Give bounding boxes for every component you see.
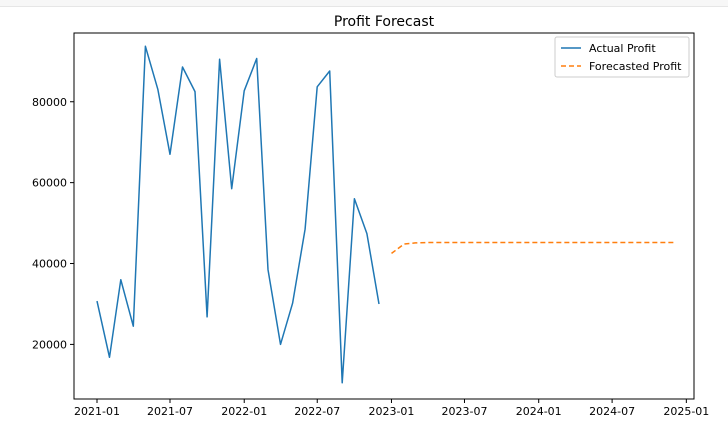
series-line-forecasted-profit xyxy=(391,241,674,255)
x-tick-label: 2024-01 xyxy=(516,405,562,418)
y-tick-label: 80000 xyxy=(32,96,67,109)
legend-label: Forecasted Profit xyxy=(589,60,682,73)
series-layer xyxy=(96,45,674,384)
x-tick-label: 2023-07 xyxy=(441,405,487,418)
legend: Actual Profit Forecasted Profit xyxy=(554,36,690,78)
x-tick-label: 2023-01 xyxy=(368,405,414,418)
x-tick-label: 2022-07 xyxy=(294,405,340,418)
y-tick-label: 40000 xyxy=(32,258,67,271)
x-tick-label: 2025-01 xyxy=(663,405,709,418)
legend-box xyxy=(554,36,690,78)
x-tick-label: 2021-01 xyxy=(74,405,120,418)
y-axis: 20000 40000 60000 80000 xyxy=(32,96,74,351)
x-tick-label: 2022-01 xyxy=(221,405,267,418)
series-line-actual-profit xyxy=(96,45,380,384)
y-tick-label: 60000 xyxy=(32,177,67,190)
chart-title: Profit Forecast xyxy=(334,14,435,30)
notebook-output-border xyxy=(0,0,728,7)
x-axis: 2021-01 2021-07 2022-01 2022-07 2023-01 2023-… xyxy=(74,399,709,418)
y-tick-label: 20000 xyxy=(32,338,67,351)
x-tick-label: 2024-07 xyxy=(589,405,635,418)
legend-label: Actual Profit xyxy=(589,42,656,55)
x-tick-label: 2021-07 xyxy=(147,405,193,418)
plot-area-frame xyxy=(73,32,695,400)
